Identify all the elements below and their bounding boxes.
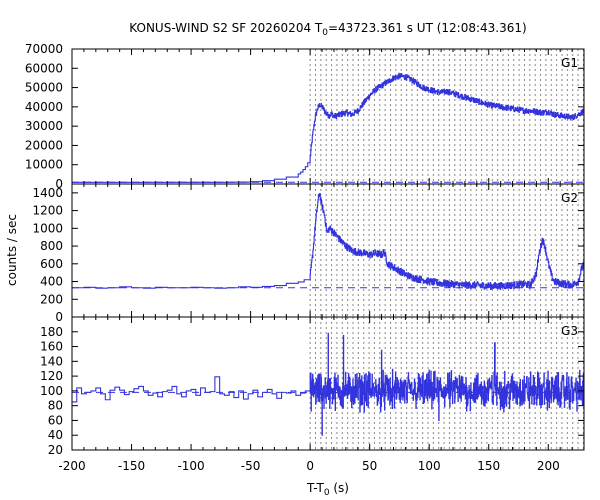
lightcurve-series-g1	[72, 72, 584, 183]
lightcurve-series-g2	[72, 193, 584, 291]
x-tick-label: 0	[306, 459, 314, 473]
x-tick-label: 150	[477, 459, 500, 473]
y-axis-label: counts / sec	[5, 214, 19, 286]
y-tick-label: 30000	[25, 119, 63, 133]
x-tick-label: -50	[241, 459, 261, 473]
panel-label-g3: G3	[561, 324, 578, 338]
x-axis-label: T-T0 (s)	[306, 481, 349, 498]
y-tick-label: 160	[40, 340, 63, 354]
y-tick-label: 0	[55, 310, 63, 324]
x-tick-label: -150	[118, 459, 145, 473]
panel-frame	[71, 316, 585, 451]
lightcurve-series-g3	[72, 332, 584, 436]
y-tick-label: 600	[40, 257, 63, 271]
y-tick-label: 120	[40, 369, 63, 383]
panel-g2: 0 200 400 600 800 1000 1200 1400 G2	[32, 183, 585, 324]
y-tick-label: 40000	[25, 100, 63, 114]
y-tick-label: 50000	[25, 81, 63, 95]
y-tick-label: 100	[40, 384, 63, 398]
y-tick-label: 1000	[32, 221, 63, 235]
y-tick-label: 180	[40, 325, 63, 339]
y-tick-label: 0	[55, 177, 63, 191]
x-tick-label: 200	[537, 459, 560, 473]
x-tick-label: -200	[58, 459, 85, 473]
y-tick-label: 60000	[25, 61, 63, 75]
y-tick-label: 400	[40, 275, 63, 289]
x-tick-label: 50	[362, 459, 377, 473]
y-tick-label: 60	[48, 413, 63, 427]
y-tick-label: 1400	[32, 186, 63, 200]
x-tick-label: 100	[418, 459, 441, 473]
x-tick-label: -100	[177, 459, 204, 473]
y-tick-label: 140	[40, 354, 63, 368]
panels-group: 010000200003000040000500006000070000G102…	[25, 42, 585, 473]
y-tick-label: 200	[40, 292, 63, 306]
chart-title: KONUS-WIND S2 SF 20260204 T0=43723.361 s…	[129, 21, 526, 38]
y-tick-label: 800	[40, 239, 63, 253]
y-tick-label: 20000	[25, 138, 63, 152]
y-tick-label: 40	[48, 428, 63, 442]
y-tick-label: 70000	[25, 42, 63, 56]
y-tick-label: 10000	[25, 158, 63, 172]
y-tick-label: 20	[48, 443, 63, 457]
panel-label-g1: G1	[561, 56, 578, 70]
y-tick-label: 1200	[32, 204, 63, 218]
y-tick-label: 80	[48, 399, 63, 413]
panel-g1: 0 10000 20000 30000 40000 50000 60000 70000 G1	[25, 42, 585, 191]
panel-label-g2: G2	[561, 191, 578, 205]
panel-frame	[71, 183, 585, 318]
